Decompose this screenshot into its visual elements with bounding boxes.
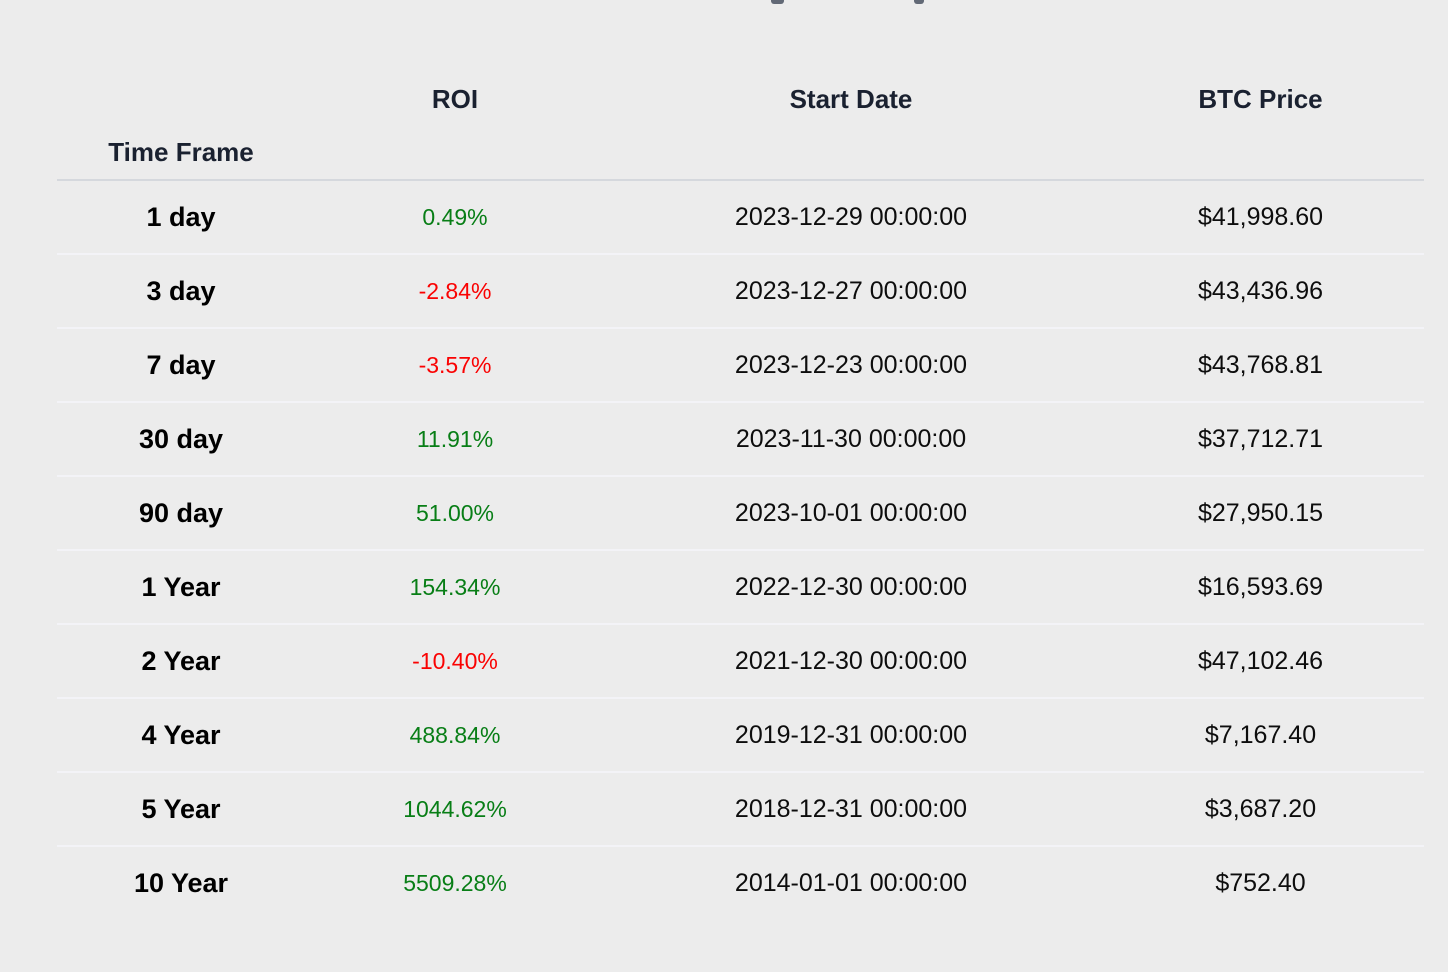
roi-cell: 0.49% — [305, 180, 605, 255]
btc-price-cell: $7,167.40 — [1097, 698, 1424, 773]
start-date-cell: 2023-12-23 00:00:00 — [605, 328, 1097, 403]
time-frame-cell: 3 day — [57, 254, 305, 329]
table-header: ROI Start Date BTC Price Time Frame — [57, 0, 1424, 181]
btc-price-cell: $752.40 — [1215, 869, 1306, 897]
table-row: 90 day 51.00% 2023-10-01 00:00:00 $27,95… — [57, 476, 1424, 551]
table-row: 10 Year 5509.28% 2014-01-01 00:00:00 $75… — [57, 846, 1424, 920]
roi-cell: 488.84% — [305, 698, 605, 773]
column-header-roi: ROI — [431, 84, 479, 114]
start-date-cell: 2023-12-29 00:00:00 — [605, 180, 1097, 255]
roi-cell: -2.84% — [305, 254, 605, 329]
time-frame-cell: 7 day — [57, 328, 305, 403]
start-date-cell: 2019-12-31 00:00:00 — [605, 698, 1097, 773]
table-row: 4 Year 488.84% 2019-12-31 00:00:00 $7,16… — [57, 698, 1424, 773]
roi-cell: 11.91% — [305, 402, 605, 477]
time-frame-cell: 4 Year — [57, 698, 305, 773]
time-frame-cell: 2 Year — [57, 624, 305, 699]
table-row: 1 Year 154.34% 2022-12-30 00:00:00 $16,5… — [57, 550, 1424, 625]
btc-price-cell: $41,998.60 — [1097, 180, 1424, 255]
start-date-cell: 2018-12-31 00:00:00 — [605, 772, 1097, 847]
btc-price-cell: $37,712.71 — [1097, 402, 1424, 477]
time-frame-cell: 30 day — [57, 402, 305, 477]
roi-cell: 1044.62% — [305, 772, 605, 847]
btc-price-cell: $47,102.46 — [1097, 624, 1424, 699]
column-header-start-date: Start Date — [789, 84, 913, 114]
start-date-cell: 2021-12-30 00:00:00 — [605, 624, 1097, 699]
index-label-time-frame: Time Frame — [57, 114, 305, 181]
table-row: 3 day -2.84% 2023-12-27 00:00:00 $43,436… — [57, 254, 1424, 329]
cropped-heading-descender — [914, 0, 924, 4]
btc-roi-table: ROI Start Date BTC Price Time Frame 1 da… — [57, 0, 1424, 920]
start-date-cell: 2022-12-30 00:00:00 — [605, 550, 1097, 625]
time-frame-cell: 1 day — [57, 180, 305, 255]
time-frame-cell: 5 Year — [57, 772, 305, 847]
start-date-cell: 2023-11-30 00:00:00 — [605, 402, 1097, 477]
roi-cell: 51.00% — [305, 476, 605, 551]
roi-cell: -10.40% — [305, 624, 605, 699]
table-row: 30 day 11.91% 2023-11-30 00:00:00 $37,71… — [57, 402, 1424, 477]
table-row: 5 Year 1044.62% 2018-12-31 00:00:00 $3,6… — [57, 772, 1424, 847]
table-row: 1 day 0.49% 2023-12-29 00:00:00 $41,998.… — [57, 180, 1424, 255]
start-date-cell: 2014-01-01 00:00:00 — [734, 869, 968, 897]
roi-cell: 154.34% — [305, 550, 605, 625]
cropped-heading-descender — [771, 0, 784, 4]
index-header-spacer — [57, 0, 305, 114]
time-frame-cell: 10 Year — [133, 868, 229, 898]
start-date-cell: 2023-10-01 00:00:00 — [605, 476, 1097, 551]
table-row: 7 day -3.57% 2023-12-23 00:00:00 $43,768… — [57, 328, 1424, 403]
btc-price-cell: $16,593.69 — [1097, 550, 1424, 625]
table-row: 2 Year -10.40% 2021-12-30 00:00:00 $47,1… — [57, 624, 1424, 699]
column-header-btc-price: BTC Price — [1198, 84, 1323, 114]
btc-price-cell: $43,436.96 — [1097, 254, 1424, 329]
time-frame-cell: 90 day — [57, 476, 305, 551]
btc-price-cell: $3,687.20 — [1097, 772, 1424, 847]
btc-price-cell: $43,768.81 — [1097, 328, 1424, 403]
start-date-cell: 2023-12-27 00:00:00 — [605, 254, 1097, 329]
time-frame-cell: 1 Year — [57, 550, 305, 625]
btc-price-cell: $27,950.15 — [1097, 476, 1424, 551]
roi-table-body: 1 day 0.49% 2023-12-29 00:00:00 $41,998.… — [57, 180, 1424, 920]
roi-cell: -3.57% — [305, 328, 605, 403]
roi-cell: 5509.28% — [403, 870, 507, 896]
